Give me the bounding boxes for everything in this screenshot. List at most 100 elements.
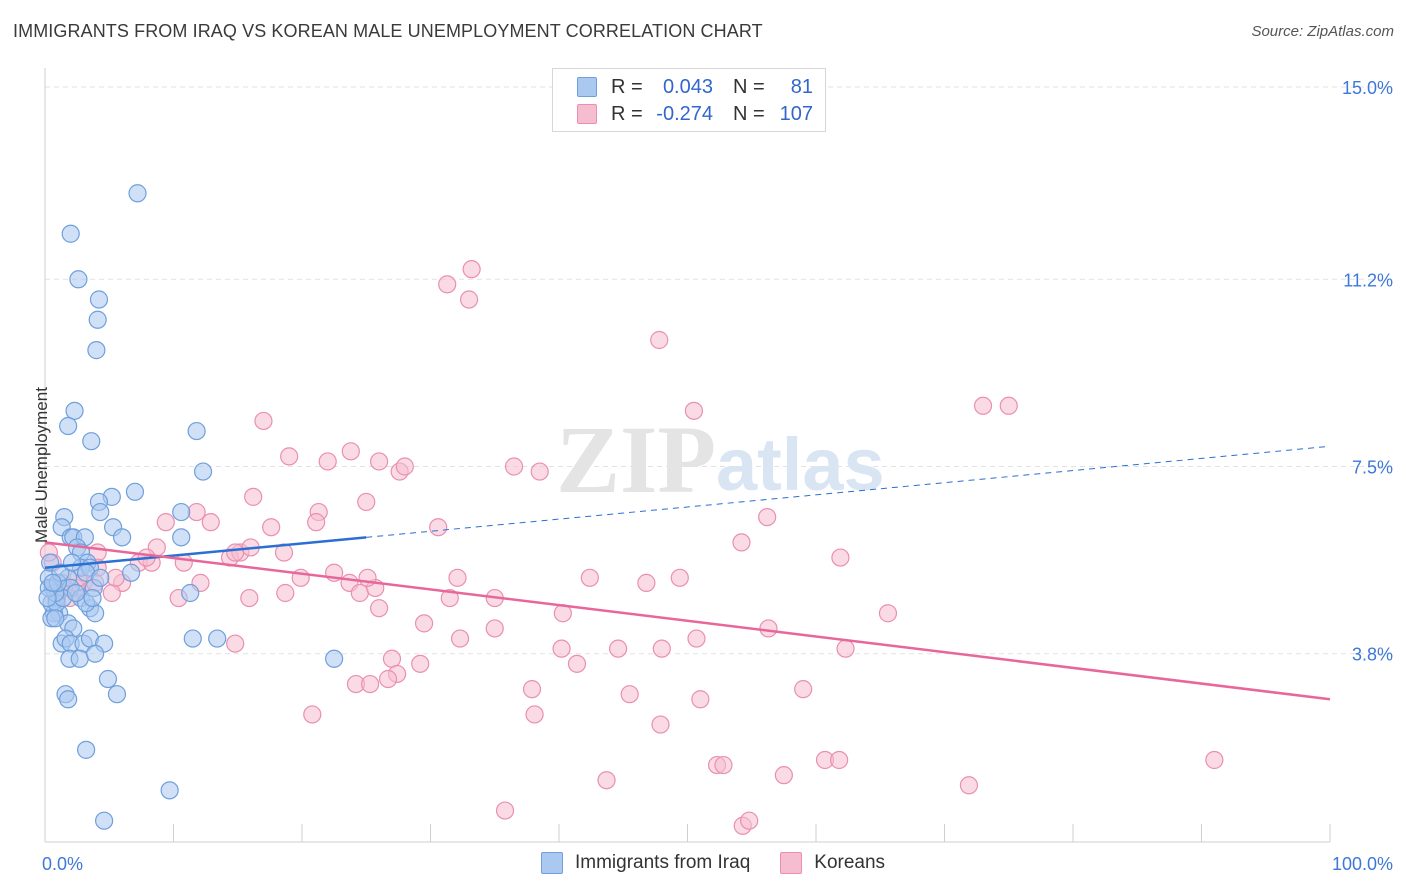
korean-point [999, 396, 1018, 415]
korean-point [350, 583, 369, 603]
korean-point [831, 548, 850, 567]
iraq-point [70, 649, 89, 668]
korean-point [670, 568, 689, 587]
y-axis-label: Male Unemployment [32, 387, 51, 543]
iraq-point [183, 629, 202, 648]
korean-point [341, 442, 360, 461]
korean-point [878, 604, 898, 623]
iraq-point [160, 781, 179, 800]
iraq-point [59, 690, 78, 709]
koreans-points [39, 260, 1224, 835]
korean-point [395, 457, 414, 476]
korean-point [530, 462, 549, 481]
iraq-point [172, 528, 191, 547]
korean-point [318, 452, 337, 471]
korean-point [580, 568, 599, 587]
iraq-point [193, 462, 213, 481]
iraq-point [112, 528, 132, 547]
iraq-point [107, 685, 127, 704]
korean-point [307, 513, 326, 532]
iraq-point [82, 432, 101, 451]
korean-point [714, 755, 733, 775]
iraq-point [128, 184, 147, 203]
iraq-point [86, 644, 105, 663]
axes [44, 68, 1331, 843]
tick-labels: 3.8% 7.5% 11.2% 15.0% 0.0% 100.0% [42, 78, 1393, 874]
legend-n-label: N = [733, 75, 765, 98]
korean-point [276, 583, 295, 603]
korean-point [411, 654, 430, 673]
korean-point [495, 801, 515, 820]
iraq-point [46, 609, 65, 628]
iraq-point [77, 740, 96, 759]
x-tick-label: 0.0% [42, 854, 83, 874]
legend-swatch-pink [577, 104, 597, 124]
iraq-point [98, 669, 118, 689]
korean-point [774, 766, 793, 785]
source-credit: Source: ZipAtlas.com [1251, 23, 1394, 40]
iraq-point [43, 573, 62, 592]
iraq-point [88, 310, 107, 329]
korean-point [361, 674, 380, 694]
iraq-point [59, 416, 78, 436]
iraq-point [181, 583, 200, 603]
korean-trend-line [44, 541, 1331, 701]
korean-point [651, 715, 670, 734]
iraq-point [125, 482, 145, 501]
korean-point [244, 487, 263, 506]
korean-point [650, 330, 669, 350]
korean-point [959, 776, 979, 795]
korean-point [836, 639, 855, 658]
korean-point [450, 629, 470, 648]
watermark: ZIP atlas [556, 406, 885, 513]
legend-n-value: 107 [779, 102, 813, 125]
watermark-zip: ZIP [556, 406, 716, 513]
iraq-point [187, 421, 206, 441]
legend-n-label: N = [733, 102, 765, 125]
iraq-point [91, 568, 110, 587]
korean-point [652, 639, 671, 658]
korean-point [620, 685, 639, 704]
y-axis-label-wrap: Male Unemployment [17, 0, 51, 892]
iraq-points [38, 184, 344, 830]
iraq-point [121, 563, 141, 582]
korean-point [438, 275, 457, 294]
iraq-point [95, 811, 114, 830]
iraq-trend-line [44, 536, 367, 569]
grid-lines [45, 86, 1392, 655]
iraq-point [325, 649, 344, 668]
korean-point [740, 811, 759, 830]
korean-point [429, 518, 448, 537]
y-tick-label: 15.0% [1342, 78, 1393, 98]
korean-point [440, 588, 459, 608]
iraq-point [61, 224, 80, 243]
korean-point [462, 260, 481, 279]
korean-point [732, 533, 751, 552]
korean-point [759, 619, 778, 638]
korean-point [504, 457, 524, 476]
korean-point [973, 396, 993, 415]
legend-row-koreans: R = -0.274 N = 107 [577, 102, 813, 126]
korean-point [525, 705, 544, 724]
legend-n-value: 81 [790, 75, 813, 98]
korean-point [382, 649, 402, 668]
iraq-point [172, 502, 191, 522]
iraq-point [87, 341, 106, 360]
correlation-legend: R = 0.043 N = 81 R = -0.274 N = 107 [552, 68, 826, 132]
iraq-point [89, 290, 109, 309]
watermark-atlas: atlas [716, 423, 885, 506]
korean-point [691, 690, 710, 709]
korean-point [830, 750, 849, 770]
series-legend: Immigrants from Iraq Koreans [541, 852, 915, 874]
legend-r-label: R = [611, 102, 643, 125]
korean-point [794, 680, 813, 699]
legend-item-iraq[interactable]: Immigrants from Iraq [541, 852, 750, 874]
korean-point [201, 513, 220, 532]
korean-point [522, 680, 542, 699]
legend-swatch-pink [780, 852, 803, 874]
korean-point [254, 411, 273, 431]
korean-point [226, 543, 245, 562]
iraq-point [38, 588, 57, 608]
legend-item-koreans[interactable]: Koreans [780, 852, 885, 874]
legend-item-label: Koreans [814, 852, 886, 873]
